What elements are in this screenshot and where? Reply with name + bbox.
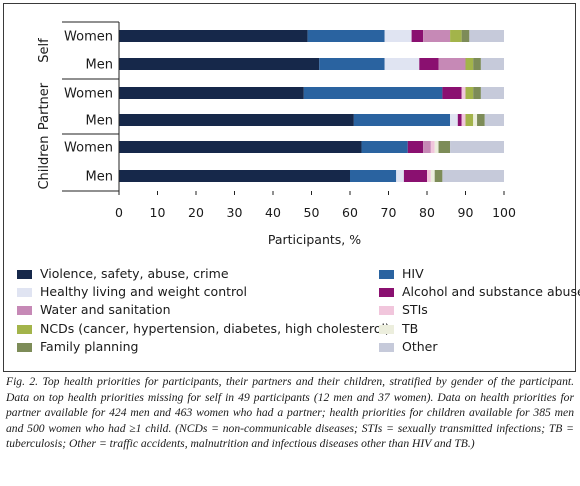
bar-segment-family-planning-partner-men [477, 114, 485, 126]
x-tick-label-0: 0 [115, 205, 123, 220]
bar-segment-other-children-women [450, 141, 504, 153]
bar-segment-hiv-children-women [361, 141, 408, 153]
x-tick-label-40: 40 [265, 205, 281, 220]
legend-label-hiv: HIV [402, 266, 424, 281]
bar-segment-family-planning-self-men [473, 58, 481, 70]
bar-segment-ncds-cancer-hypertension-diabetes-high-cholesterol-partner-women [465, 87, 474, 99]
bar-segment-family-planning-children-women [438, 141, 451, 153]
chart-frame: Women Men Self Women Men Partner Women Men Child… [3, 3, 580, 372]
bar-segment-stis-partner-women [461, 87, 466, 99]
bar-segment-healthy-living-and-weight-control-self-women [384, 30, 412, 42]
bar-segment-healthy-living-and-weight-control-children-men [396, 170, 404, 182]
bar-segment-family-planning-partner-women [473, 87, 481, 99]
bar-label-partner-women: Women [64, 87, 113, 102]
x-tick-label-10: 10 [150, 205, 166, 220]
bar-segment-other-partner-men [484, 114, 504, 126]
bar-segment-ncds-cancer-hypertension-diabetes-high-cholesterol-partner-men [465, 114, 474, 126]
bar-label-children-women: Women [64, 141, 113, 156]
legend-swatch-violence-safety-abuse-crime [17, 270, 32, 279]
x-tick-label-30: 30 [227, 205, 243, 220]
bar-segment-water-and-sanitation-self-women [423, 30, 451, 42]
legend-swatch-stis [379, 306, 394, 316]
bar-segment-violence-safety-abuse-crime-partner-women [119, 87, 304, 99]
bar-segment-alcohol-and-substance-abuse-partner-men [457, 114, 462, 126]
legend-swatch-hiv [379, 270, 394, 279]
bar-segment-violence-safety-abuse-crime-children-women [119, 141, 362, 153]
x-tick-label-70: 70 [381, 205, 397, 220]
bar-segment-alcohol-and-substance-abuse-children-men [403, 170, 427, 182]
bar-segment-alcohol-and-substance-abuse-partner-women [442, 87, 462, 99]
bar-segment-healthy-living-and-weight-control-partner-men [450, 114, 458, 126]
x-tick-label-50: 50 [304, 205, 320, 220]
x-axis-title: Participants, % [268, 232, 361, 247]
legend-label-alcohol-and-substance-abuse: Alcohol and substance abuse [402, 284, 580, 300]
legend-label-water-and-sanitation: Water and sanitation [40, 302, 171, 318]
bar-segment-water-and-sanitation-children-women [423, 141, 431, 153]
group-label-children: Children [37, 135, 52, 189]
bar-segment-alcohol-and-substance-abuse-children-women [407, 141, 424, 153]
bar-label-children-men: Men [86, 170, 113, 185]
x-tick-label-60: 60 [342, 205, 358, 220]
bar-segment-stis-partner-men [461, 114, 466, 126]
bar-segment-ncds-cancer-hypertension-diabetes-high-cholesterol-self-men [465, 58, 474, 70]
bar-segment-stis-children-women [430, 141, 435, 153]
bar-segment-alcohol-and-substance-abuse-self-men [419, 58, 439, 70]
bar-segment-hiv-partner-men [353, 114, 451, 126]
legend-label-ncds-cancer-hypertension-diabetes-high-cholesterol: NCDs (cancer, hypertension, diabetes, hi… [40, 320, 390, 336]
legend-swatch-alcohol-and-substance-abuse [379, 288, 394, 298]
stacked-bar-chart: Women Men Self Women Men Partner Women Men Child… [37, 21, 516, 247]
bar-segment-water-and-sanitation-self-men [438, 58, 466, 70]
legend-label-other: Other [402, 338, 438, 354]
x-tick-label-20: 20 [188, 205, 204, 220]
bar-segment-other-partner-women [480, 87, 504, 99]
bar-segment-other-children-men [442, 170, 504, 182]
bar-segment-hiv-partner-women [303, 87, 443, 99]
bar-label-self-men: Men [86, 58, 113, 73]
bar-segment-violence-safety-abuse-crime-partner-men [119, 114, 354, 126]
bar-segment-tb-children-men [430, 170, 435, 182]
bar-segment-alcohol-and-substance-abuse-self-women [411, 30, 424, 42]
bar-segment-hiv-children-men [350, 170, 397, 182]
x-tick-label-100: 100 [492, 205, 516, 220]
bar-segment-other-self-women [469, 30, 504, 42]
legend-label-violence-safety-abuse-crime: Violence, safety, abuse, crime [40, 266, 229, 281]
figure-caption: Fig. 2. Top health priorities for partic… [6, 375, 574, 451]
legend-label-tb: TB [402, 320, 419, 336]
legend-swatch-tb [379, 324, 394, 334]
legend-swatch-healthy-living-and-weight-control [17, 288, 32, 298]
legend-swatch-water-and-sanitation [17, 306, 32, 316]
bar-segment-tb-partner-men [473, 114, 478, 126]
bar-segment-tb-children-women [434, 141, 439, 153]
legend-swatch-ncds-cancer-hypertension-diabetes-high-cholesterol [17, 324, 32, 334]
bar-segment-stis-children-men [427, 170, 431, 182]
legend-label-healthy-living-and-weight-control: Healthy living and weight control [40, 284, 248, 300]
bar-segment-hiv-self-women [307, 30, 385, 42]
bar-label-partner-men: Men [86, 114, 113, 129]
bar-segment-violence-safety-abuse-crime-self-men [119, 58, 320, 70]
bar-segment-hiv-self-men [319, 58, 385, 70]
group-label-partner: Partner [37, 82, 52, 130]
x-tick-label-90: 90 [458, 205, 474, 220]
x-tick-label-80: 80 [419, 205, 435, 220]
bar-label-self-women: Women [64, 30, 113, 45]
bar-segment-violence-safety-abuse-crime-self-women [119, 30, 308, 42]
legend-swatch-other [379, 342, 394, 352]
bar-segment-ncds-cancer-hypertension-diabetes-high-cholesterol-self-women [450, 30, 462, 42]
legend-label-stis: STIs [402, 302, 428, 318]
bar-segment-family-planning-self-women [461, 30, 470, 42]
bar-segment-other-self-men [480, 58, 504, 70]
bar-segment-family-planning-children-men [434, 170, 443, 182]
legend-label-family-planning: Family planning [40, 338, 139, 354]
group-label-self: Self [37, 38, 52, 63]
bar-segment-violence-safety-abuse-crime-children-men [119, 170, 350, 182]
legend-swatch-family-planning [17, 342, 32, 352]
bar-segment-healthy-living-and-weight-control-self-men [384, 58, 420, 70]
